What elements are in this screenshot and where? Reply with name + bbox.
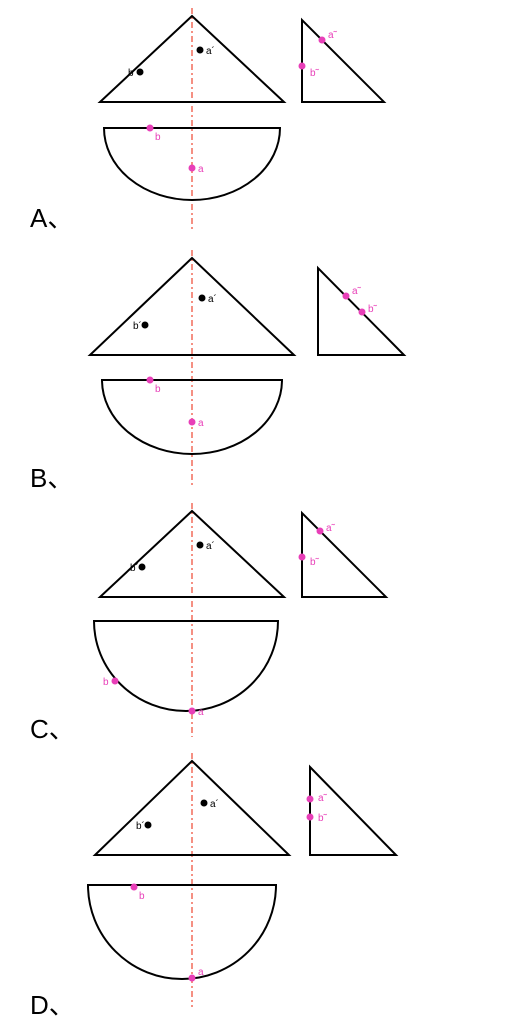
option-A: A、 a´ b´ b a a˜ b˜ [0,0,521,240]
options-container: A、a´b´baa˜b˜B、a´b´baa˜b˜C、a´b´baa˜b˜D、a´… [0,0,521,1015]
option-B: B、 a´ b´ b a a˜ b˜ [0,240,521,495]
point [189,419,196,426]
point [343,293,350,300]
point [147,125,154,132]
point [307,814,314,821]
diagram-D: a´ b´ b a a˜ b˜ [0,745,521,1015]
point [319,37,326,44]
point [197,542,204,549]
point-label: a´ [206,45,215,57]
point-label: b´ [133,320,142,332]
point [137,69,144,76]
point-label: b´ [130,562,139,574]
option-label-C: C、 [30,709,75,746]
point [189,975,196,982]
point-label: a´ [206,540,215,552]
diagram-A: a´ b´ b a a˜ b˜ [0,0,521,240]
option-label-B: B、 [30,458,73,495]
point [189,165,196,172]
point [359,309,366,316]
point-label: b [139,891,145,902]
point [199,295,206,302]
option-label-A: A、 [30,198,73,235]
point-label: b [155,384,161,395]
point [299,63,306,70]
option-D: D、a´b´baa˜b˜ [0,745,521,1015]
point-label: b´ [128,67,137,79]
point-label: a [198,164,204,175]
point [197,47,204,54]
point [139,564,146,571]
point [317,528,324,535]
point-label: a [198,707,204,718]
top-view-semicircle [94,621,278,711]
point [145,822,152,829]
option-label-D: D、 [30,985,75,1022]
point [189,708,196,715]
point-label: b˜ [310,68,320,79]
option-C: C、 a´ b´ b a a˜ b˜ [0,495,521,745]
point-label: a˜ [326,523,336,534]
top-view-semicircle [88,885,276,979]
side-view-triangle [302,513,386,597]
point-label: a [198,418,204,429]
point [112,678,119,685]
point [147,377,154,384]
point-label: b˜ [310,557,320,568]
point-label: a´ [208,293,217,305]
diagram-B: a´ b´ b a a˜ b˜ [0,240,521,495]
diagram-C: a´ b´ b a a˜ b˜ [0,495,521,745]
point-label: b´ [136,820,145,832]
side-view-triangle [310,767,396,855]
side-view-triangle [302,20,384,102]
point [131,884,138,891]
point-label: b [155,132,161,143]
point-label: a˜ [352,286,362,297]
point-label: b˜ [368,304,378,315]
point-label: a´ [210,798,219,810]
point [142,322,149,329]
point-label: b˜ [318,813,328,824]
point [307,796,314,803]
point-label: a˜ [318,793,328,804]
point-label: a˜ [328,30,338,41]
point [299,554,306,561]
point-label: a [198,967,204,978]
point-label: b [103,677,109,688]
point [201,800,208,807]
